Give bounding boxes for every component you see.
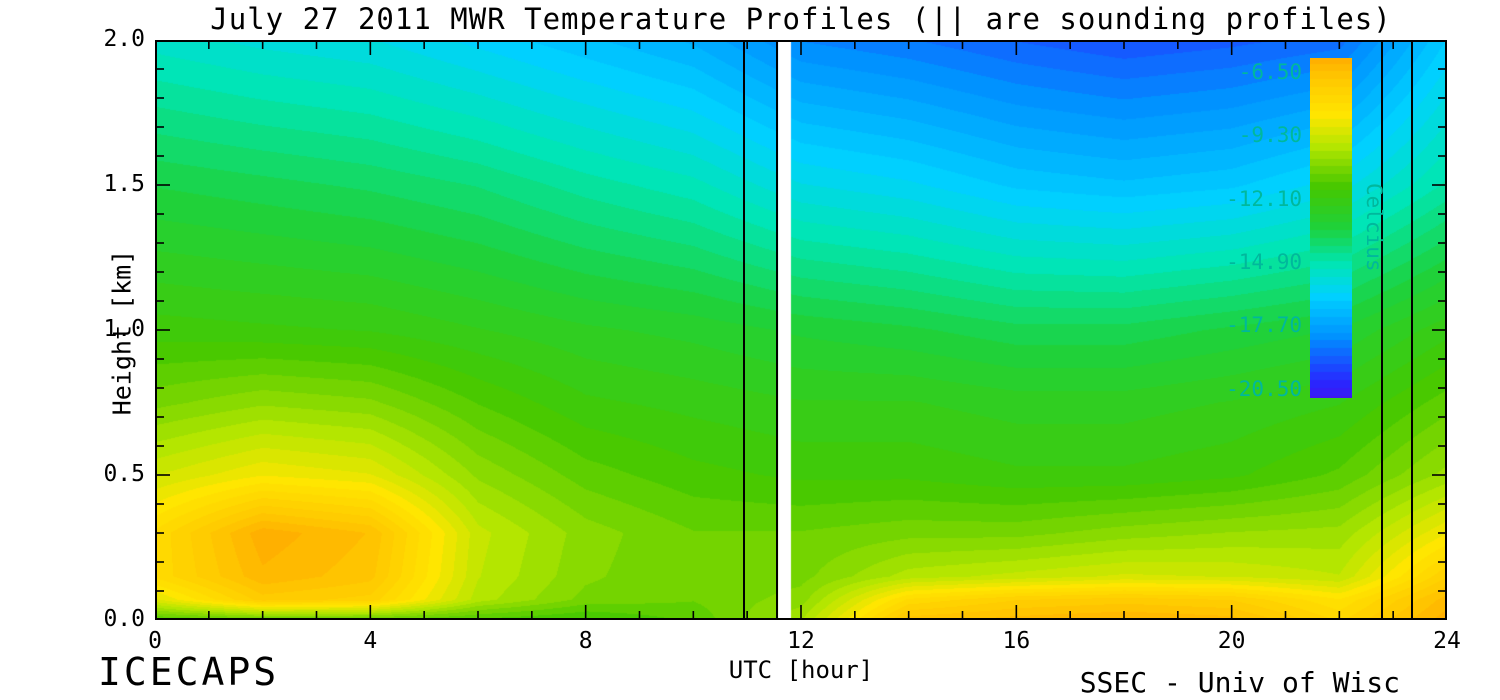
sounding-line [775,40,778,620]
y-tick-label: 0.0 [103,606,145,632]
plot-area [155,40,1447,620]
colorbar-tick-label: -14.90 [1226,250,1302,274]
x-tick-label: 12 [787,628,815,654]
attribution: SSEC - Univ of Wisc [1079,666,1400,699]
project-name: ICECAPS [98,650,280,694]
colorbar-tick-label: -9.30 [1238,123,1302,148]
colorbar-title: Celcius [1362,183,1386,272]
colorbar-gradient [1310,58,1352,398]
y-tick-label: 1.5 [103,171,145,197]
x-tick-label: 4 [363,628,378,654]
colorbar-tick-label: -12.10 [1226,186,1302,211]
sounding-line [743,40,746,620]
sounding-line [1381,40,1384,620]
x-tick-label: 24 [1433,628,1461,654]
x-tick-label: 20 [1217,628,1246,654]
colorbar-tick-label: -20.50 [1226,376,1302,401]
chart-title: July 27 2011 MWR Temperature Profiles (|… [210,2,1392,36]
colorbar-tick-label: -17.70 [1226,313,1302,338]
y-tick-label: 1.0 [103,316,145,342]
sounding-line [1411,40,1413,620]
colorbar-tick-label: -6.50 [1238,59,1302,84]
x-tick-label: 8 [578,628,593,654]
x-axis-label: UTC [hour] [728,656,874,684]
y-tick-label: 2.0 [103,26,145,52]
x-tick-label: 0 [148,628,162,654]
x-tick-label: 16 [1002,628,1031,654]
y-tick-label: 0.5 [103,461,145,487]
